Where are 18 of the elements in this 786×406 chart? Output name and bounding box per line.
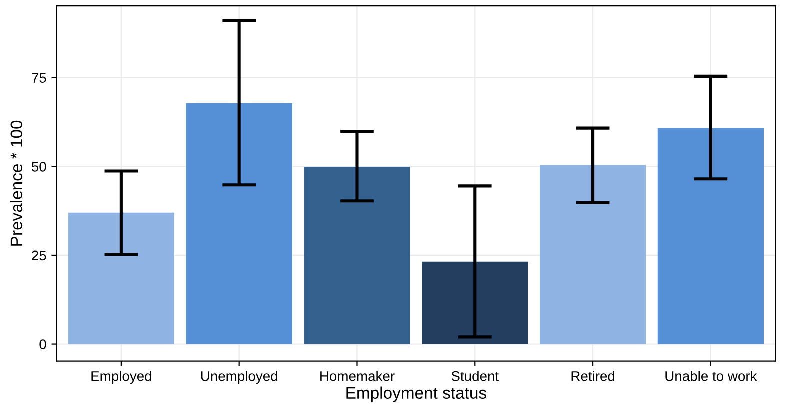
x-tick-label: Student	[452, 371, 499, 382]
bar	[422, 262, 528, 344]
y-tick-label: 25	[32, 250, 46, 261]
bar	[658, 128, 764, 344]
x-tick-label: Homemaker	[320, 371, 395, 382]
bar	[186, 103, 292, 344]
x-tick-label: Unemployed	[201, 371, 278, 384]
x-tick-label: Retired	[572, 371, 615, 382]
bar	[68, 212, 174, 344]
bar	[540, 165, 646, 344]
y-tick-label: 75	[32, 73, 46, 84]
y-tick-label: 0	[40, 340, 46, 350]
x-tick-label: Employed	[92, 371, 152, 384]
x-axis-title: Employment status	[346, 386, 486, 402]
x-tick-label: Unable to work	[666, 371, 758, 382]
bar	[304, 167, 410, 344]
y-axis-title: Prevalence * 100	[10, 120, 23, 246]
y-tick-label: 50	[32, 162, 46, 172]
